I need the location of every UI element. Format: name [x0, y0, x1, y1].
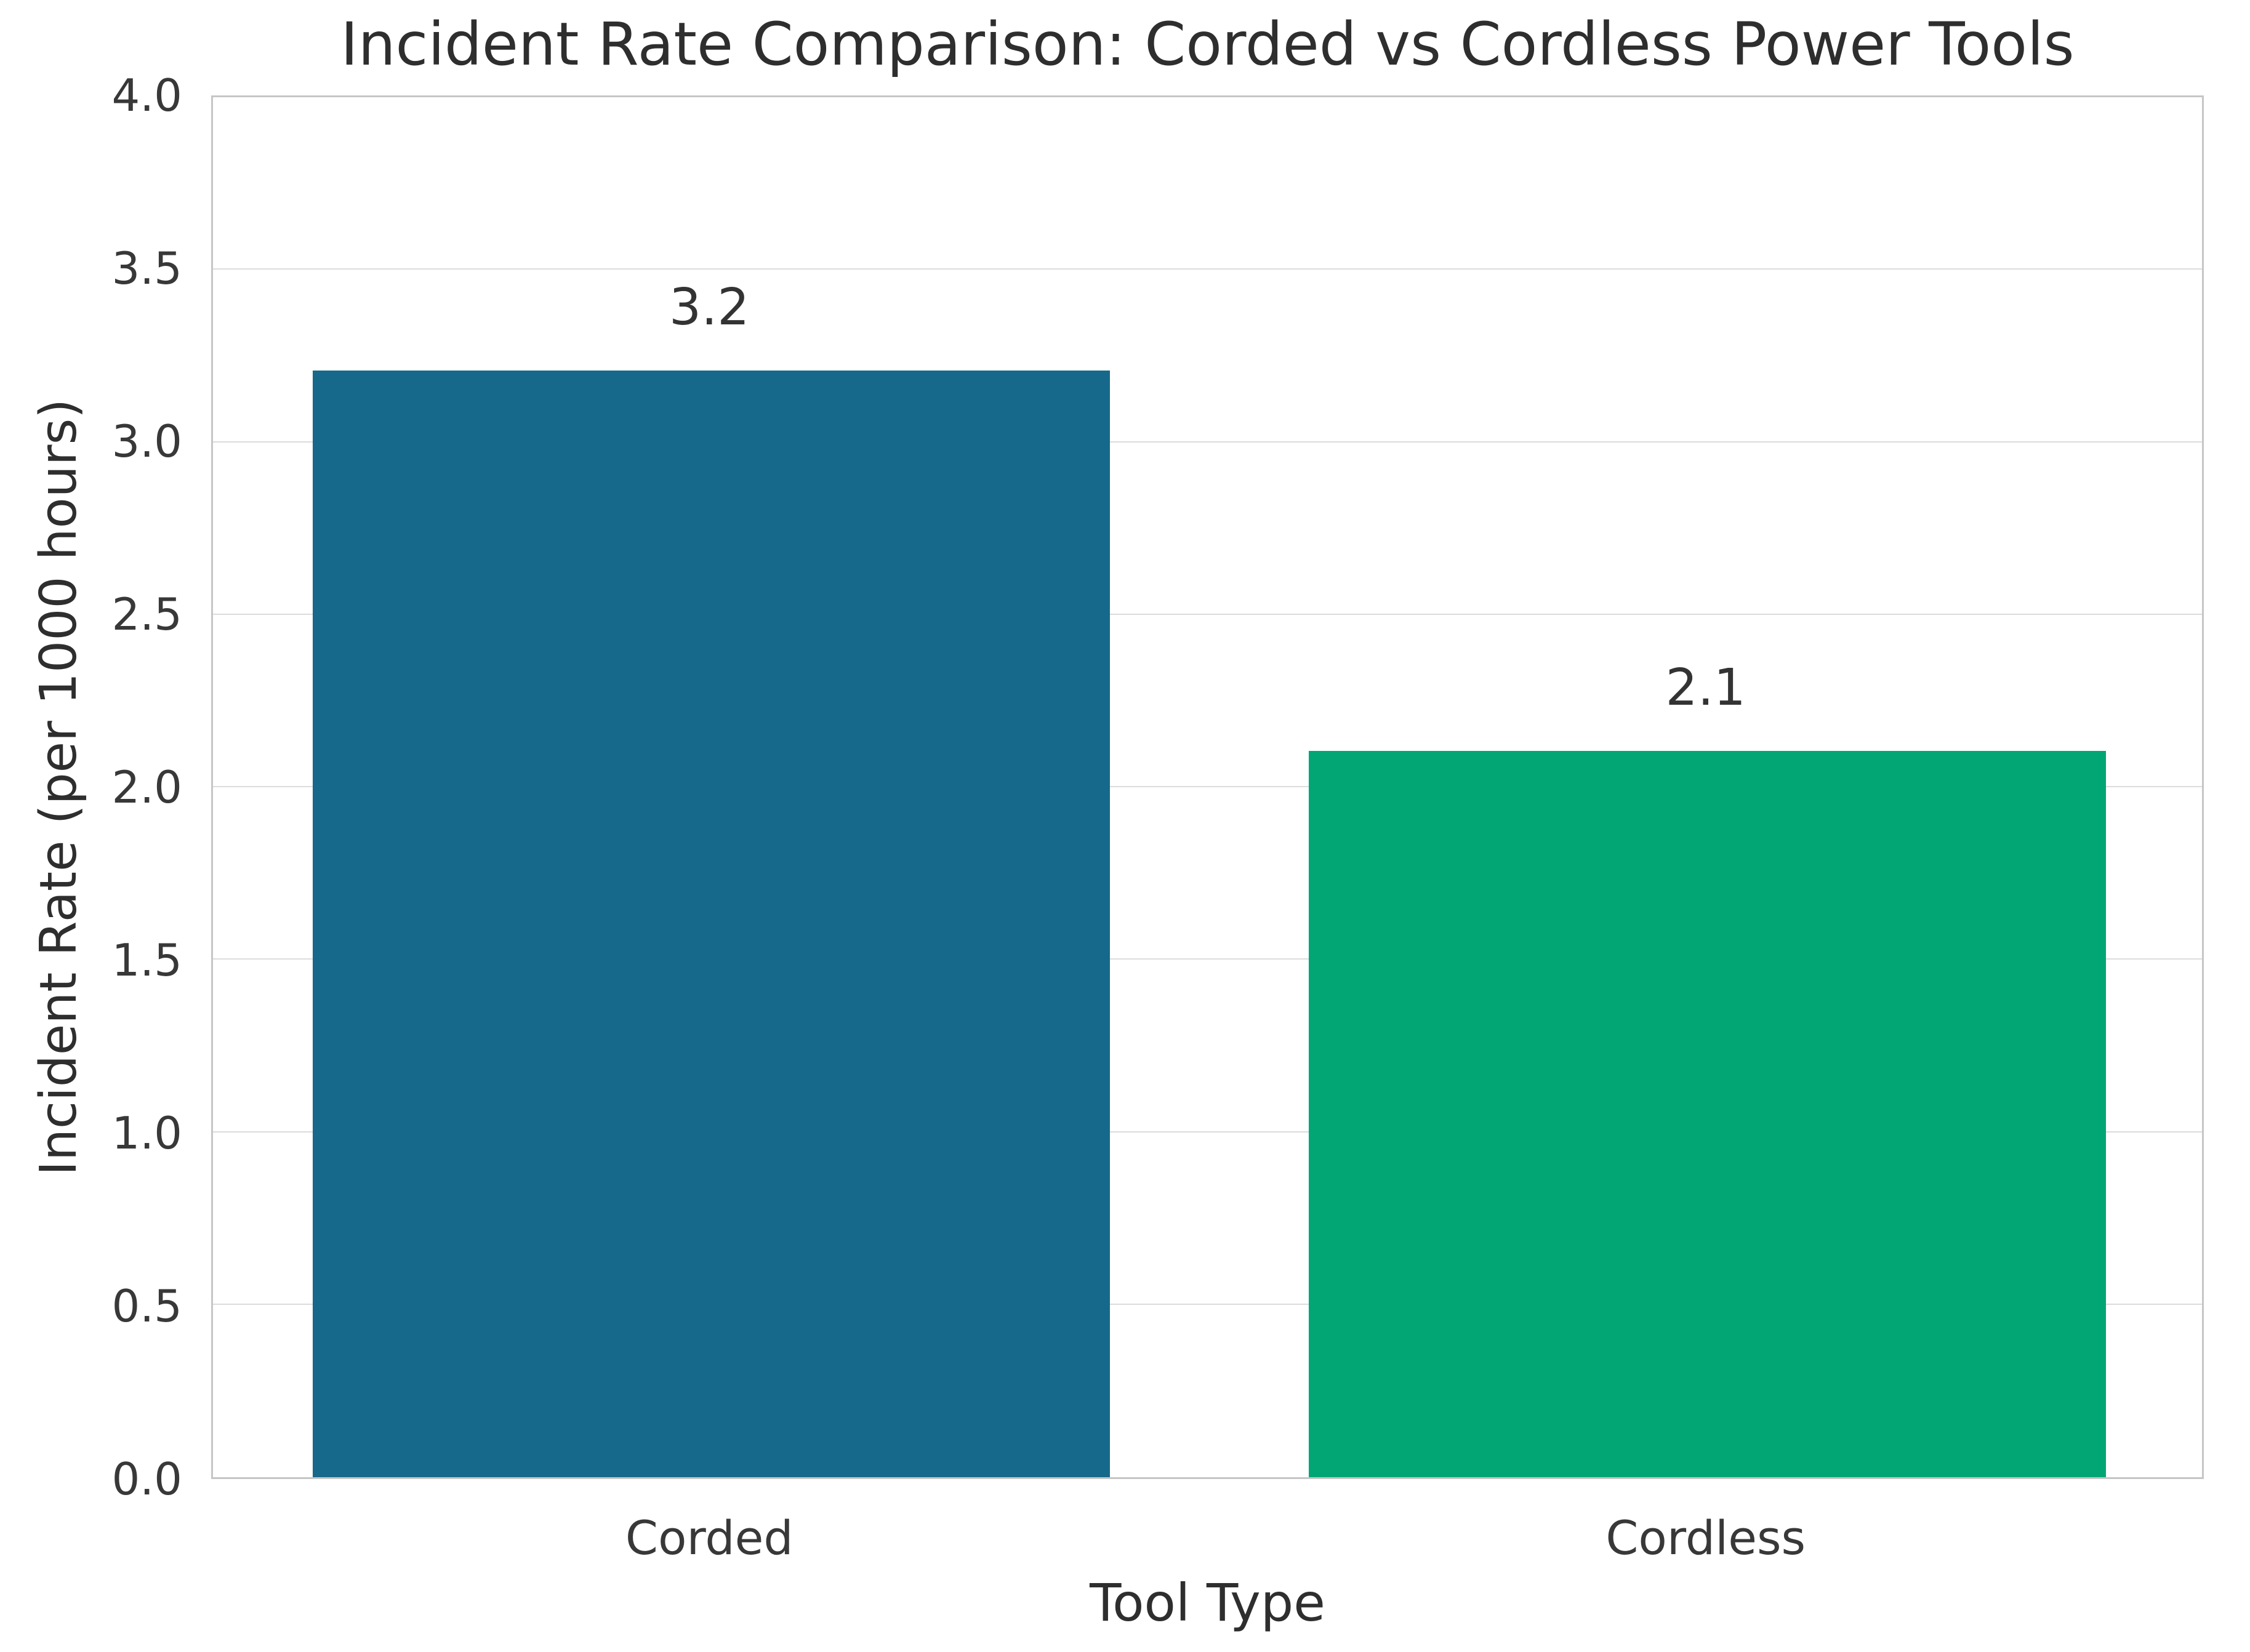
- y-tick-label: 2.0: [111, 761, 182, 813]
- y-gridline: [213, 958, 2202, 960]
- y-tick-label: 2.5: [111, 588, 182, 640]
- y-gridline: [213, 441, 2202, 443]
- bar-value-label: 3.2: [669, 278, 750, 337]
- y-tick-label: 3.0: [111, 415, 182, 467]
- bar-corded: [312, 370, 1110, 1477]
- bar-value-label: 2.1: [1665, 658, 1746, 717]
- y-tick-label: 1.0: [111, 1107, 182, 1159]
- y-tick-label: 1.5: [111, 934, 182, 986]
- y-tick-label: 3.5: [111, 243, 182, 294]
- x-axis-label: Tool Type: [1090, 1573, 1325, 1633]
- y-tick-label: 0.0: [111, 1453, 182, 1505]
- y-gridline: [213, 268, 2202, 270]
- x-tick-label-corded: Corded: [625, 1510, 794, 1565]
- x-tick-label-cordless: Cordless: [1605, 1510, 1806, 1565]
- chart-title: Incident Rate Comparison: Corded vs Cord…: [340, 10, 2075, 79]
- y-gridline: [213, 1303, 2202, 1305]
- y-gridline: [213, 1131, 2202, 1133]
- plot-area: [211, 95, 2204, 1479]
- y-tick-label: 4.0: [111, 70, 182, 121]
- y-gridline: [213, 613, 2202, 615]
- bar-cordless: [1309, 750, 2107, 1477]
- y-gridline: [213, 786, 2202, 787]
- y-tick-label: 0.5: [111, 1280, 182, 1332]
